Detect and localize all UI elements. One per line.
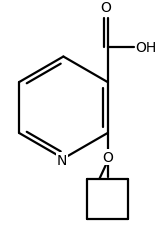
Text: O: O xyxy=(102,150,113,164)
Text: OH: OH xyxy=(136,41,157,55)
Text: O: O xyxy=(100,1,111,15)
Text: N: N xyxy=(57,153,67,167)
